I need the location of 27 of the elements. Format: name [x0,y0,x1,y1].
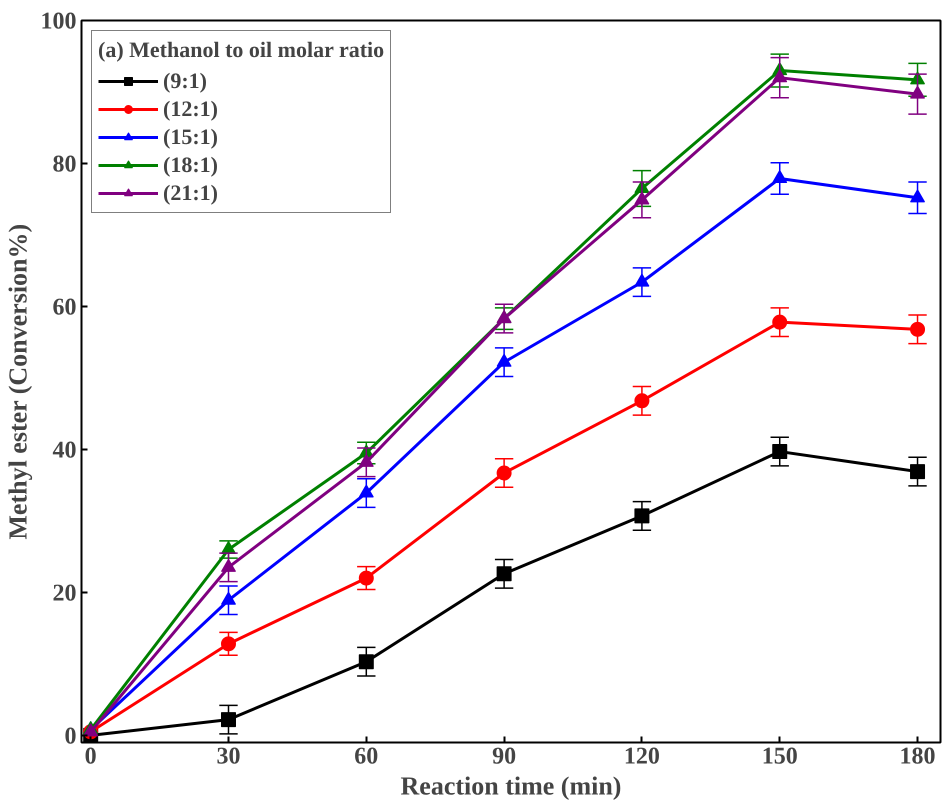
legend-title: (a) Methanol to oil molar ratio [98,37,384,63]
point [910,464,926,480]
y-axis-title: Methyl ester (Conversion%) [4,224,32,540]
y-tick-label: 80 [52,151,76,178]
y-tick-label: 40 [52,437,76,464]
y-tick-label: 100 [40,8,76,34]
legend-label: (12:1) [163,96,218,122]
legend-label: (21:1) [163,180,218,206]
y-tick-label: 20 [52,580,76,606]
x-tick-label: 0 [84,744,97,770]
point [772,444,788,460]
x-tick-label: 180 [900,744,936,770]
x-tick-label: 90 [492,744,516,770]
x-tick-label: 60 [354,744,378,770]
legend-label: (9:1) [163,68,207,94]
x-tick-label: 120 [624,744,660,770]
point [220,712,236,728]
point [358,654,374,670]
legend-label: (15:1) [163,124,218,150]
legend-label: (18:1) [163,152,218,178]
x-axis-title: Reaction time (min) [400,772,622,800]
x-tick-label: 30 [216,744,240,770]
y-tick-label: 60 [52,294,76,320]
y-tick-label: 0 [64,723,76,750]
point [496,566,512,582]
x-tick-label: 150 [762,744,798,770]
point [634,508,650,524]
